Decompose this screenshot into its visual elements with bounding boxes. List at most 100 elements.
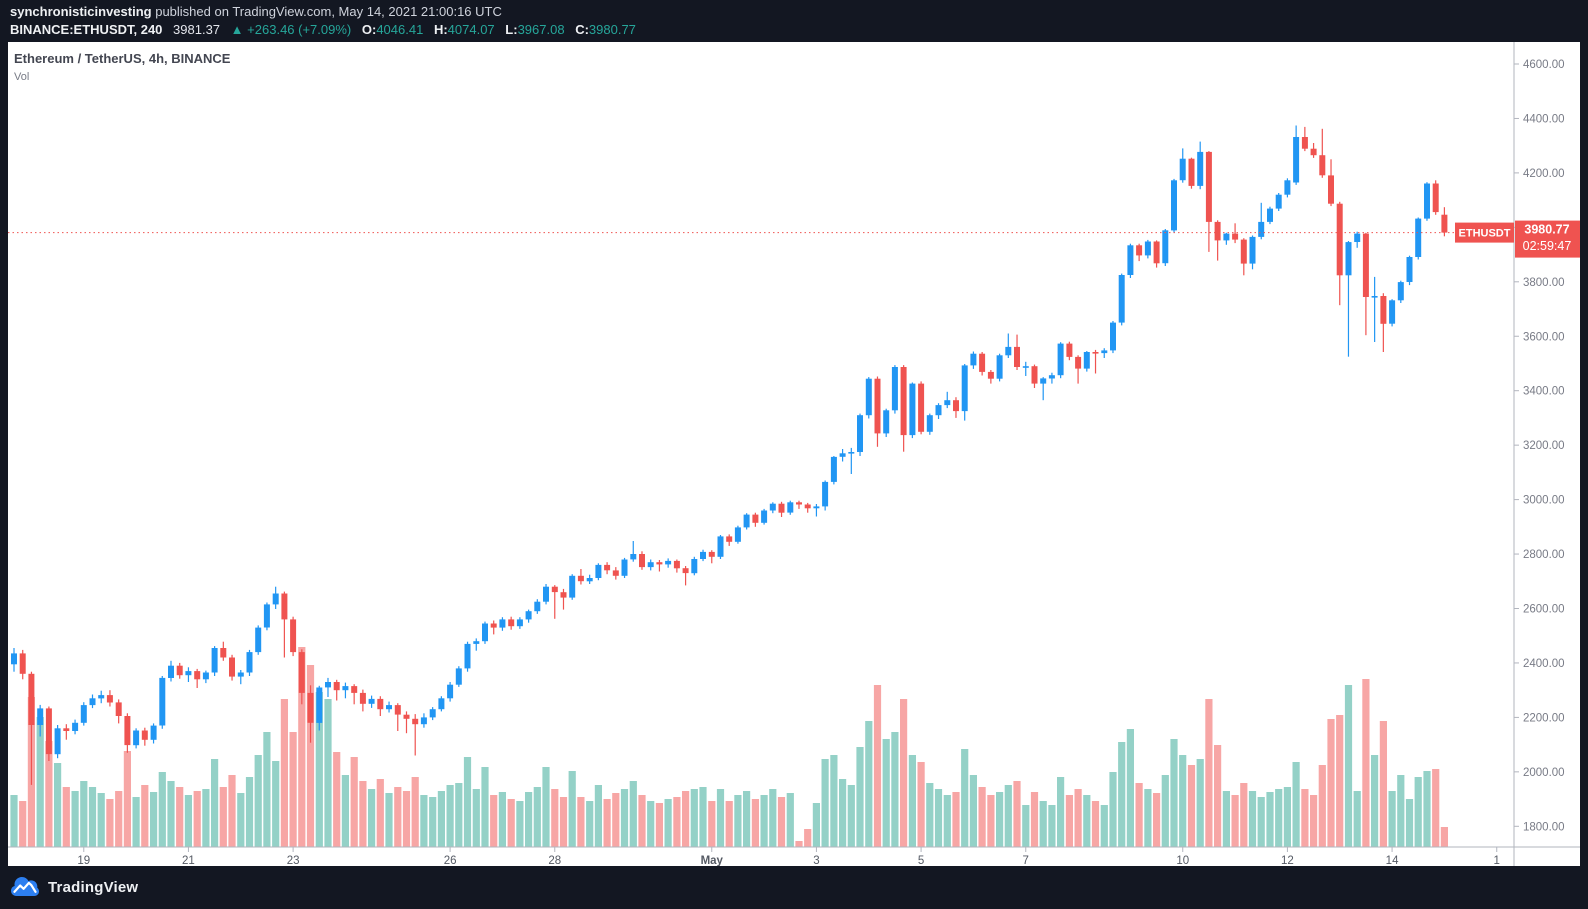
- volume-bar: [1126, 729, 1134, 847]
- candle-body: [1415, 218, 1422, 257]
- candle-body: [1336, 203, 1343, 276]
- volume-bar: [1153, 793, 1161, 847]
- candle-body: [1301, 137, 1308, 149]
- volume-bar: [577, 797, 585, 847]
- volume-bar: [551, 789, 559, 847]
- time-tick-label: 1: [1494, 855, 1500, 866]
- volume-bar: [542, 767, 550, 847]
- symbol-interval: BINANCE:ETHUSDT, 240: [10, 22, 163, 37]
- volume-bar: [1318, 765, 1326, 847]
- price-tick-label: 3200.00: [1523, 440, 1565, 452]
- candle-body: [1362, 233, 1369, 297]
- volume-bar: [603, 799, 611, 847]
- snapshot-header: synchronisticinvesting published on Trad…: [0, 0, 1588, 42]
- price-tick-label: 2200.00: [1523, 712, 1565, 724]
- candle-body: [560, 592, 567, 598]
- candle-body: [176, 665, 183, 676]
- volume-bar: [934, 789, 943, 847]
- candle-body: [743, 514, 750, 528]
- price-flag: [1515, 220, 1580, 258]
- candle-body: [1144, 241, 1151, 256]
- candle-body: [368, 698, 375, 704]
- price-tick-label: 3400.00: [1523, 386, 1565, 398]
- price-tick-label: 2400.00: [1523, 658, 1565, 670]
- candle-body: [220, 648, 227, 658]
- volume-bar: [1344, 685, 1353, 847]
- volume-bar: [1275, 789, 1283, 847]
- candle-body: [1232, 233, 1239, 240]
- volume-bar: [62, 787, 70, 847]
- candle-body: [246, 652, 253, 673]
- volume-bar: [1100, 805, 1108, 847]
- volume-bar: [385, 793, 393, 847]
- time-tick-label: 12: [1281, 855, 1294, 866]
- candle-body: [734, 527, 741, 542]
- volume-bar: [1379, 721, 1387, 847]
- candle-body: [508, 619, 515, 627]
- axis-frame: [8, 42, 1580, 866]
- volume-bar: [1161, 775, 1169, 847]
- volume-bar: [359, 781, 367, 847]
- candle-body: [551, 586, 558, 593]
- time-axis[interactable]: 19 21 23 26 28 May 3 5 7 10 12 14 1: [77, 847, 1500, 867]
- volume-bar: [1179, 755, 1187, 847]
- ohlc-high: H:4074.07: [434, 22, 502, 37]
- candle-body: [1389, 300, 1396, 324]
- volume-bar: [376, 779, 384, 847]
- low-label: L:: [505, 22, 518, 37]
- volume-bar: [699, 787, 707, 847]
- price-axis[interactable]: 4600.004400.004200.004000.003800.003600.…: [1514, 59, 1565, 833]
- price-tick-label: 4200.00: [1523, 168, 1565, 180]
- candle-body: [996, 355, 1003, 379]
- volume-bar: [19, 801, 27, 847]
- volume-bar: [141, 785, 149, 847]
- low-value: 3967.08: [517, 22, 565, 37]
- candle-body: [909, 383, 916, 436]
- candle-body: [891, 367, 898, 411]
- candle-body: [857, 415, 863, 452]
- candle-body: [28, 673, 35, 725]
- candle-body: [1205, 151, 1212, 222]
- volume-indicator-label: Vol: [14, 71, 30, 83]
- volume-bar: [368, 789, 376, 847]
- volume-bar: [682, 791, 690, 847]
- volume-bar: [882, 739, 890, 847]
- candle-body: [412, 718, 419, 725]
- close-label: C:: [575, 22, 589, 37]
- volume-bar: [865, 721, 873, 847]
- volume-bar: [289, 732, 297, 847]
- volume-bar: [629, 781, 637, 847]
- candle-body: [447, 684, 454, 699]
- candle-body: [822, 481, 829, 507]
- volume-bar: [350, 757, 358, 847]
- candle-body: [1441, 214, 1448, 233]
- candle-body: [1380, 296, 1387, 324]
- tradingview-logo-icon[interactable]: [10, 875, 40, 901]
- candle-body: [577, 575, 584, 582]
- candle-body: [987, 371, 994, 379]
- candle-body: [237, 672, 244, 677]
- candle-body: [1197, 151, 1204, 186]
- volume-bar: [97, 793, 105, 847]
- volume-bar: [1371, 755, 1379, 847]
- volume-bar: [516, 801, 524, 847]
- chart-canvas[interactable]: 4600.004400.004200.004000.003800.003600.…: [8, 42, 1580, 867]
- candle-body: [141, 730, 148, 740]
- volume-bar: [1022, 805, 1030, 847]
- candle-body: [1118, 275, 1125, 323]
- candle-body: [394, 705, 401, 715]
- candle-body: [1031, 366, 1038, 384]
- candle-body: [534, 601, 541, 612]
- volume-bar: [1030, 792, 1039, 847]
- candle-body: [455, 668, 462, 685]
- volume-bar: [533, 787, 541, 847]
- up-arrow-icon: ▲: [230, 22, 244, 37]
- volume-bar: [664, 799, 672, 847]
- candle-body: [569, 575, 576, 598]
- brand-name[interactable]: TradingView: [48, 879, 139, 896]
- candle-body: [979, 353, 986, 372]
- volume-bar: [420, 795, 428, 847]
- candle-body: [673, 560, 680, 569]
- candle-body: [202, 672, 209, 680]
